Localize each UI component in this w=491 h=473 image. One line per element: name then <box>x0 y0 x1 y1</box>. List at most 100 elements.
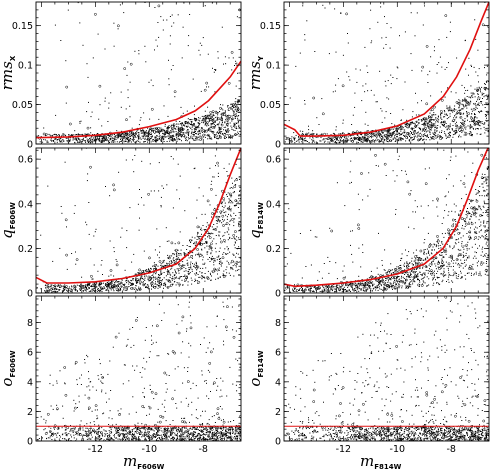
scatter-point <box>377 135 379 137</box>
scatter-point <box>222 253 224 255</box>
scatter-point <box>225 275 227 277</box>
scatter-point <box>404 281 406 283</box>
scatter-point <box>389 285 391 287</box>
scatter-point <box>201 127 203 129</box>
scatter-point <box>88 287 90 289</box>
scatter-point <box>218 235 220 237</box>
scatter-point <box>475 106 477 108</box>
scatter-point <box>372 139 374 141</box>
scatter-point <box>138 134 140 136</box>
scatter-point <box>308 134 310 136</box>
scatter-point <box>364 133 366 135</box>
scatter-point <box>388 130 390 131</box>
scatter-point <box>232 265 234 267</box>
scatter-point <box>424 124 426 126</box>
scatter-point <box>398 128 399 130</box>
scatter-point <box>380 280 382 282</box>
scatter-point <box>481 23 485 27</box>
scatter-point <box>45 287 47 289</box>
scatter-point <box>411 69 413 71</box>
scatter-point <box>390 132 392 134</box>
scatter-point <box>229 224 231 226</box>
scatter-point <box>121 130 123 132</box>
scatter-point <box>487 255 489 257</box>
scatter-point <box>399 267 401 269</box>
scatter-point <box>197 122 199 124</box>
scatter-point <box>227 175 229 177</box>
scatter-point <box>161 280 163 282</box>
scatter-point <box>235 116 236 118</box>
y-axis-label-sub: X <box>9 55 17 61</box>
scatter-point <box>340 140 342 142</box>
scatter-point <box>110 284 112 286</box>
scatter-point <box>99 286 101 288</box>
scatter-point <box>186 110 188 112</box>
scatter-point <box>238 217 240 219</box>
scatter-point <box>233 244 235 246</box>
scatter-point <box>385 140 387 142</box>
y-tick-label: 0.15 <box>12 21 33 32</box>
scatter-point <box>134 273 136 275</box>
scatter-point <box>381 281 383 283</box>
scatter-point <box>479 205 481 207</box>
scatter-point <box>202 37 204 39</box>
scatter-point <box>324 287 326 289</box>
scatter-point <box>77 136 79 138</box>
scatter-point <box>379 140 381 141</box>
scatter-point <box>436 282 438 283</box>
scatter-point <box>486 99 488 100</box>
scatter-point <box>455 117 457 119</box>
scatter-point <box>301 132 303 134</box>
scatter-point <box>234 130 236 131</box>
scatter-point <box>356 81 358 83</box>
scatter-point <box>170 124 172 126</box>
scatter-point <box>338 288 342 292</box>
scatter-point <box>440 117 442 119</box>
scatter-point <box>47 287 49 289</box>
scatter-point <box>223 132 225 134</box>
scatter-point <box>120 283 121 285</box>
y-axis-label-main: rms <box>0 61 16 90</box>
scatter-point <box>141 275 143 277</box>
scatter-point <box>392 134 394 136</box>
scatter-point <box>166 262 170 266</box>
scatter-point <box>94 231 96 233</box>
scatter-point <box>123 289 125 291</box>
scatter-point <box>59 289 60 291</box>
scatter-point <box>234 117 236 119</box>
scatter-point <box>96 138 98 140</box>
scatter-point <box>363 138 365 140</box>
scatter-point <box>443 125 445 127</box>
scatter-point <box>197 274 199 275</box>
scatter-point <box>74 205 76 207</box>
scatter-point <box>184 281 186 282</box>
scatter-point <box>422 280 424 282</box>
scatter-point <box>477 93 479 95</box>
scatter-point <box>369 140 371 142</box>
scatter-point <box>351 181 352 183</box>
scatter-point <box>101 260 103 261</box>
scatter-point <box>164 268 166 270</box>
scatter-point <box>228 229 230 231</box>
scatter-point <box>219 221 221 223</box>
scatter-point <box>206 276 209 279</box>
scatter-point <box>133 278 135 280</box>
scatter-point <box>369 285 371 287</box>
scatter-point <box>184 210 186 212</box>
scatter-point <box>219 261 221 263</box>
scatter-point <box>469 203 470 205</box>
scatter-point <box>461 84 463 86</box>
scatter-point <box>121 133 123 134</box>
scatter-point <box>216 132 218 134</box>
scatter-point <box>194 278 196 280</box>
scatter-point <box>183 136 185 138</box>
scatter-point <box>484 174 486 175</box>
scatter-point <box>454 123 456 125</box>
scatter-point <box>50 284 52 286</box>
scatter-point <box>222 112 224 114</box>
scatter-point <box>426 118 428 120</box>
scatter-point <box>408 125 410 127</box>
scatter-point <box>444 116 446 118</box>
scatter-point <box>391 287 393 289</box>
scatter-point <box>226 208 228 210</box>
